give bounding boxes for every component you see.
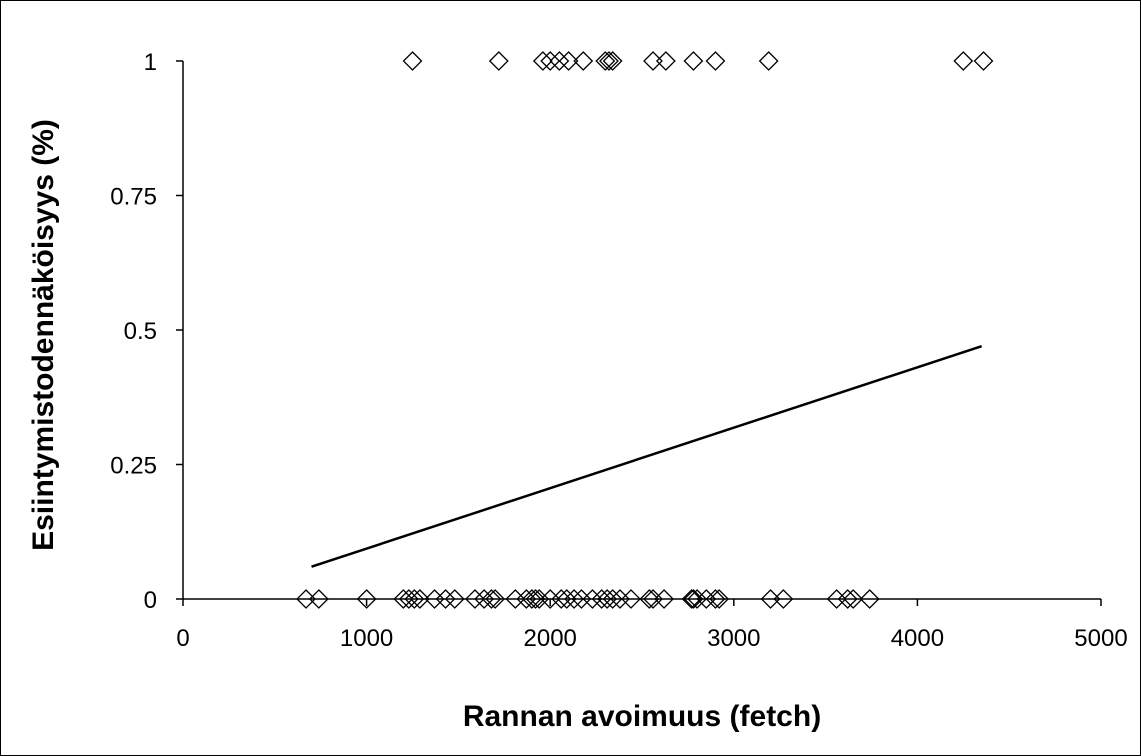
data-point-diamond xyxy=(529,589,550,609)
y-tick-label: 0.25 xyxy=(110,453,157,480)
data-point-diamond xyxy=(826,589,847,609)
data-point-diamond xyxy=(591,589,612,609)
data-point-diamond xyxy=(402,51,423,71)
data-point-diamond xyxy=(654,589,674,609)
data-point-diamond xyxy=(610,589,630,609)
data-point-diamond xyxy=(621,589,641,609)
data-point-diamond xyxy=(953,51,974,71)
data-point-diamond xyxy=(404,589,425,609)
data-point-diamond xyxy=(474,589,495,609)
data-point-diamond xyxy=(709,589,730,609)
x-axis-title: Rannan avoimuus (fetch) xyxy=(463,700,821,733)
ticks: 0 1000 2000 3000 4000 5000 0 0.25 0.5 0.75 1 xyxy=(110,49,1127,652)
data-point-diamond xyxy=(859,589,880,609)
data-point-diamond xyxy=(481,589,502,609)
x-tick-label: 5000 xyxy=(1074,625,1127,652)
data-marks xyxy=(296,51,994,609)
x-tick-label: 1000 xyxy=(340,625,393,652)
data-point-diamond xyxy=(409,589,430,609)
data-point-diamond xyxy=(643,51,663,71)
data-point-diamond xyxy=(444,589,465,609)
y-tick-label: 0.5 xyxy=(124,318,157,345)
data-point-diamond xyxy=(488,51,509,71)
data-point-diamond xyxy=(521,589,542,609)
data-point-diamond xyxy=(602,589,623,609)
data-point-diamond xyxy=(564,589,584,609)
y-tick-label: 0.75 xyxy=(110,184,157,211)
data-point-diamond xyxy=(582,589,603,609)
data-point-diamond xyxy=(681,589,702,609)
data-point-diamond xyxy=(639,589,660,609)
y-tick-label: 1 xyxy=(144,49,157,76)
data-point-diamond xyxy=(424,589,445,609)
data-point-diamond xyxy=(505,589,526,609)
data-point-diamond xyxy=(308,589,329,609)
data-point-diamond xyxy=(540,589,561,609)
data-point-diamond xyxy=(393,589,414,609)
trend-line xyxy=(311,344,983,568)
data-point-diamond xyxy=(643,589,663,609)
data-point-diamond xyxy=(485,589,506,609)
data-point-diamond xyxy=(683,51,704,71)
data-point-diamond xyxy=(837,589,858,609)
data-point-diamond xyxy=(532,51,553,71)
data-point-diamond xyxy=(599,51,619,71)
y-tick-label: 0 xyxy=(144,587,157,614)
data-point-diamond xyxy=(843,589,864,609)
data-point-diamond xyxy=(540,51,561,71)
x-tick-label: 3000 xyxy=(707,625,760,652)
data-point-diamond xyxy=(655,51,676,71)
x-tick-label: 2000 xyxy=(524,625,577,652)
data-point-diamond xyxy=(556,589,577,609)
data-point-diamond xyxy=(758,51,779,71)
data-point-diamond xyxy=(465,589,485,609)
data-point-diamond xyxy=(773,589,794,609)
data-point-diamond xyxy=(398,589,419,609)
y-axis-title: Esiintymistodennäköisyys (%) xyxy=(27,119,60,551)
data-point-diamond xyxy=(549,51,570,71)
data-point-diamond xyxy=(595,51,616,71)
data-point-diamond xyxy=(356,589,377,609)
axes xyxy=(182,61,1101,600)
data-point-diamond xyxy=(571,589,592,609)
data-point-diamond xyxy=(705,589,726,609)
x-tick-label: 4000 xyxy=(891,625,944,652)
data-point-diamond xyxy=(973,51,994,71)
data-point-diamond xyxy=(705,51,726,71)
data-point-diamond xyxy=(602,51,623,71)
data-point-diamond xyxy=(687,589,707,609)
data-point-diamond xyxy=(435,589,456,609)
x-tick-label: 0 xyxy=(176,625,189,652)
data-point-diamond xyxy=(525,589,546,609)
data-point-diamond xyxy=(573,51,594,71)
data-point-diamond xyxy=(558,51,579,71)
